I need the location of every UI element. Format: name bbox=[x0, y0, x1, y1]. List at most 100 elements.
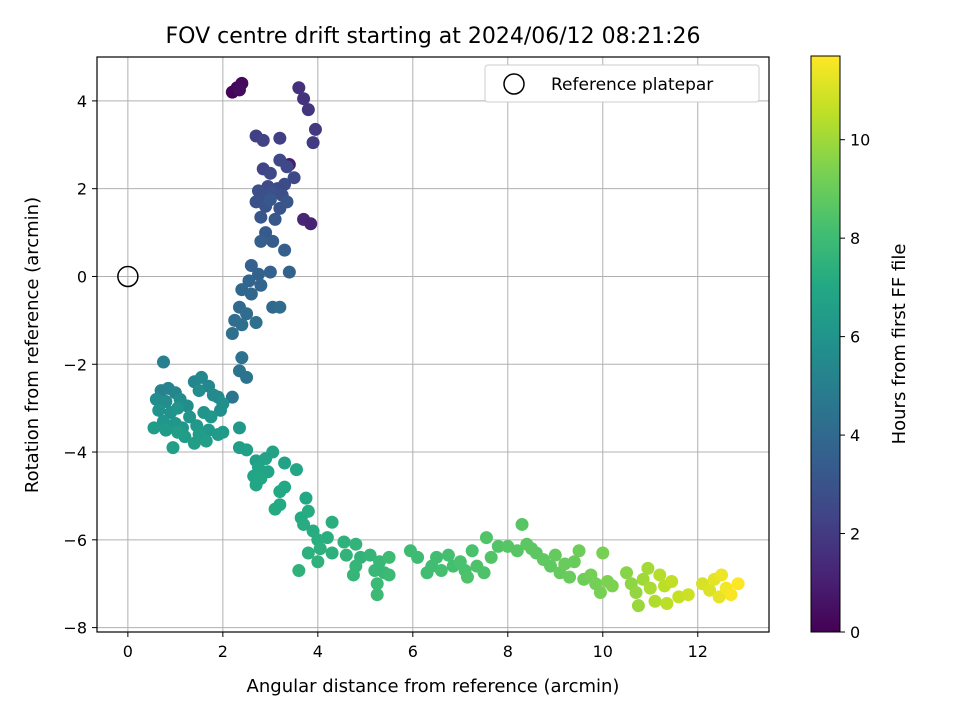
data-point-88 bbox=[147, 421, 161, 435]
colorbar-tick-label-1: 2 bbox=[850, 525, 860, 544]
data-point-176 bbox=[605, 579, 619, 593]
data-point-14 bbox=[273, 131, 287, 145]
data-point-188 bbox=[665, 575, 679, 589]
data-point-94 bbox=[171, 425, 185, 439]
data-point-130 bbox=[346, 568, 360, 582]
x-tick-label-4: 8 bbox=[503, 642, 513, 661]
data-point-93 bbox=[199, 434, 213, 448]
reference-platepar-marker bbox=[117, 265, 139, 288]
data-point-197 bbox=[724, 588, 738, 602]
data-point-121 bbox=[313, 542, 327, 556]
data-point-73 bbox=[213, 403, 227, 417]
data-point-40 bbox=[251, 267, 265, 281]
legend-box bbox=[484, 64, 760, 103]
data-point-173 bbox=[593, 585, 607, 599]
data-point-76 bbox=[171, 401, 185, 415]
data-point-164 bbox=[548, 548, 562, 562]
data-point-131 bbox=[363, 548, 377, 562]
data-point-97 bbox=[240, 443, 254, 457]
data-point-135 bbox=[382, 568, 396, 582]
y-tick-label-2: −4 bbox=[63, 443, 87, 462]
data-point-36 bbox=[254, 234, 268, 248]
data-point-89 bbox=[159, 423, 173, 437]
legend-label: Reference platepar bbox=[551, 75, 713, 95]
data-point-56 bbox=[240, 370, 254, 384]
data-point-163 bbox=[544, 559, 558, 573]
colorbar-label: Hours from first FF file bbox=[889, 244, 910, 445]
data-point-95 bbox=[166, 441, 180, 455]
data-point-174 bbox=[596, 546, 610, 560]
data-point-8 bbox=[306, 136, 320, 150]
data-point-112 bbox=[273, 498, 287, 512]
data-point-167 bbox=[563, 570, 577, 584]
data-point-19 bbox=[287, 171, 301, 185]
data-point-86 bbox=[232, 421, 246, 435]
x-tick-label-6: 12 bbox=[688, 642, 708, 661]
data-point-109 bbox=[278, 480, 292, 494]
data-point-107 bbox=[254, 471, 268, 485]
chart-title: FOV centre drift starting at 2024/06/12 … bbox=[166, 24, 701, 49]
x-axis-label: Angular distance from reference (arcmin) bbox=[247, 676, 620, 697]
data-point-71 bbox=[192, 384, 206, 398]
y-tick-label-5: 2 bbox=[77, 180, 87, 199]
colorbar-tick-label-5: 10 bbox=[850, 131, 870, 150]
data-point-177 bbox=[620, 566, 634, 580]
data-point-150 bbox=[460, 570, 474, 584]
data-point-194 bbox=[712, 590, 726, 604]
colorbar-ticks: 0 2 4 6 8 10 bbox=[840, 131, 870, 642]
data-point-31 bbox=[254, 210, 268, 224]
data-point-87 bbox=[216, 425, 230, 439]
data-point-54 bbox=[235, 351, 249, 365]
x-axis-ticks: 0 2 4 6 8 10 12 bbox=[123, 632, 708, 661]
colorbar-gradient bbox=[810, 55, 841, 633]
data-point-105 bbox=[289, 463, 303, 477]
data-point-157 bbox=[510, 544, 524, 558]
y-axis-ticks: −8 −6 −4 −2 0 2 4 bbox=[63, 92, 97, 638]
data-point-184 bbox=[648, 594, 662, 608]
data-point-138 bbox=[382, 550, 396, 564]
data-point-13 bbox=[256, 133, 270, 147]
x-tick-label-1: 2 bbox=[218, 642, 228, 661]
data-point-181 bbox=[636, 572, 650, 586]
legend: Reference platepar bbox=[484, 64, 760, 103]
data-points bbox=[147, 76, 745, 613]
legend-marker-icon bbox=[503, 73, 525, 95]
colorbar: 0 2 4 6 8 10 Hours from first FF file bbox=[810, 55, 910, 642]
data-point-41 bbox=[282, 265, 296, 279]
data-point-179 bbox=[629, 585, 643, 599]
x-tick-label-3: 6 bbox=[408, 642, 418, 661]
data-point-195 bbox=[715, 568, 729, 582]
data-point-42 bbox=[242, 274, 256, 288]
y-axis-label: Rotation from reference (arcmin) bbox=[22, 197, 43, 493]
colorbar-tick-label-4: 8 bbox=[850, 229, 860, 248]
data-point-39 bbox=[263, 265, 277, 279]
data-point-7 bbox=[308, 122, 322, 136]
data-point-143 bbox=[430, 550, 444, 564]
grid bbox=[97, 57, 769, 632]
data-point-6 bbox=[301, 103, 315, 117]
data-point-153 bbox=[479, 531, 493, 545]
data-point-49 bbox=[240, 307, 254, 321]
x-tick-label-2: 4 bbox=[313, 642, 323, 661]
plot-frame bbox=[96, 56, 770, 633]
data-point-127 bbox=[349, 537, 363, 551]
y-tick-label-6: 4 bbox=[77, 92, 87, 111]
data-point-74 bbox=[152, 403, 166, 417]
colorbar-tick-label-2: 4 bbox=[850, 426, 860, 445]
data-point-53 bbox=[225, 327, 239, 341]
colorbar-tick-label-3: 6 bbox=[850, 328, 860, 347]
data-point-115 bbox=[297, 517, 311, 531]
data-point-101 bbox=[259, 452, 273, 466]
data-point-185 bbox=[653, 568, 667, 582]
data-point-149 bbox=[465, 544, 479, 558]
x-tick-label-5: 10 bbox=[593, 642, 613, 661]
data-point-63 bbox=[194, 370, 208, 384]
data-point-182 bbox=[641, 561, 655, 575]
data-point-92 bbox=[187, 436, 201, 450]
data-point-117 bbox=[325, 515, 339, 529]
data-point-32 bbox=[263, 193, 277, 207]
y-tick-label-4: 0 bbox=[77, 267, 87, 286]
data-point-187 bbox=[660, 596, 674, 610]
data-point-16 bbox=[280, 160, 294, 174]
data-point-114 bbox=[301, 504, 315, 518]
